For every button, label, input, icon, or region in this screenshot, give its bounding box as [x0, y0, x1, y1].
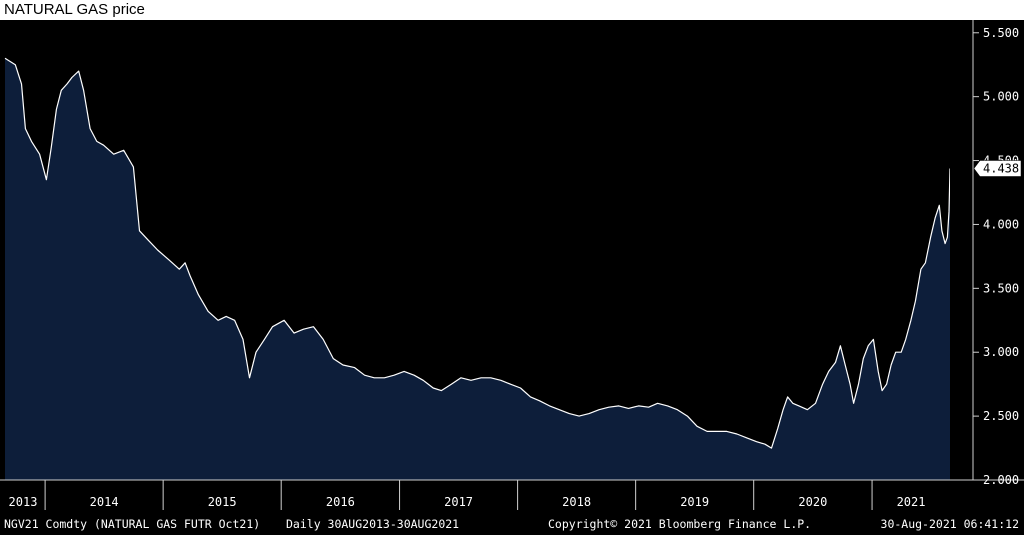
footer-copyright: Copyright© 2021 Bloomberg Finance L.P. [548, 517, 811, 531]
y-tick-label: 3.000 [983, 345, 1019, 359]
x-tick-label: 2019 [680, 495, 709, 509]
last-value-marker: 4.438 [973, 160, 1022, 177]
chart-title: NATURAL GAS price [4, 1, 145, 18]
x-tick-label: 2020 [798, 495, 827, 509]
footer-range: Daily 30AUG2013-30AUG2021 [286, 517, 459, 531]
y-tick-label: 2.000 [983, 473, 1019, 487]
x-tick-label: 2013 [9, 495, 38, 509]
last-value-label: 4.438 [983, 161, 1019, 175]
price-area [5, 58, 950, 481]
x-tick-label: 2018 [562, 495, 591, 509]
last-value-tag [973, 160, 1022, 177]
x-tick-label: 2016 [326, 495, 355, 509]
y-tick-label: 2.500 [983, 409, 1019, 423]
x-tick-label: 2015 [208, 495, 237, 509]
x-axis-ticks: 2013 2014 2015 2016 2017 2018 2019 2020 2021 [9, 480, 926, 510]
plot-area [4, 57, 951, 481]
y-tick-label: 5.500 [983, 26, 1019, 40]
y-tick-label: 3.500 [983, 281, 1019, 295]
y-tick-label: 4.000 [983, 217, 1019, 231]
price-line [4, 57, 951, 449]
footer-ticker: NGV21 Comdty (NATURAL GAS FUTR Oct21) [4, 517, 260, 531]
price-chart: 2.0002.5003.0003.5004.0004.5005.0005.500… [0, 20, 1024, 535]
y-tick-label: 5.000 [983, 90, 1019, 104]
footer-timestamp: 30-Aug-2021 06:41:12 [881, 517, 1019, 531]
x-tick-label: 2021 [897, 495, 926, 509]
x-tick-label: 2017 [444, 495, 473, 509]
x-tick-label: 2014 [90, 495, 119, 509]
y-axis-panel [950, 20, 1024, 480]
